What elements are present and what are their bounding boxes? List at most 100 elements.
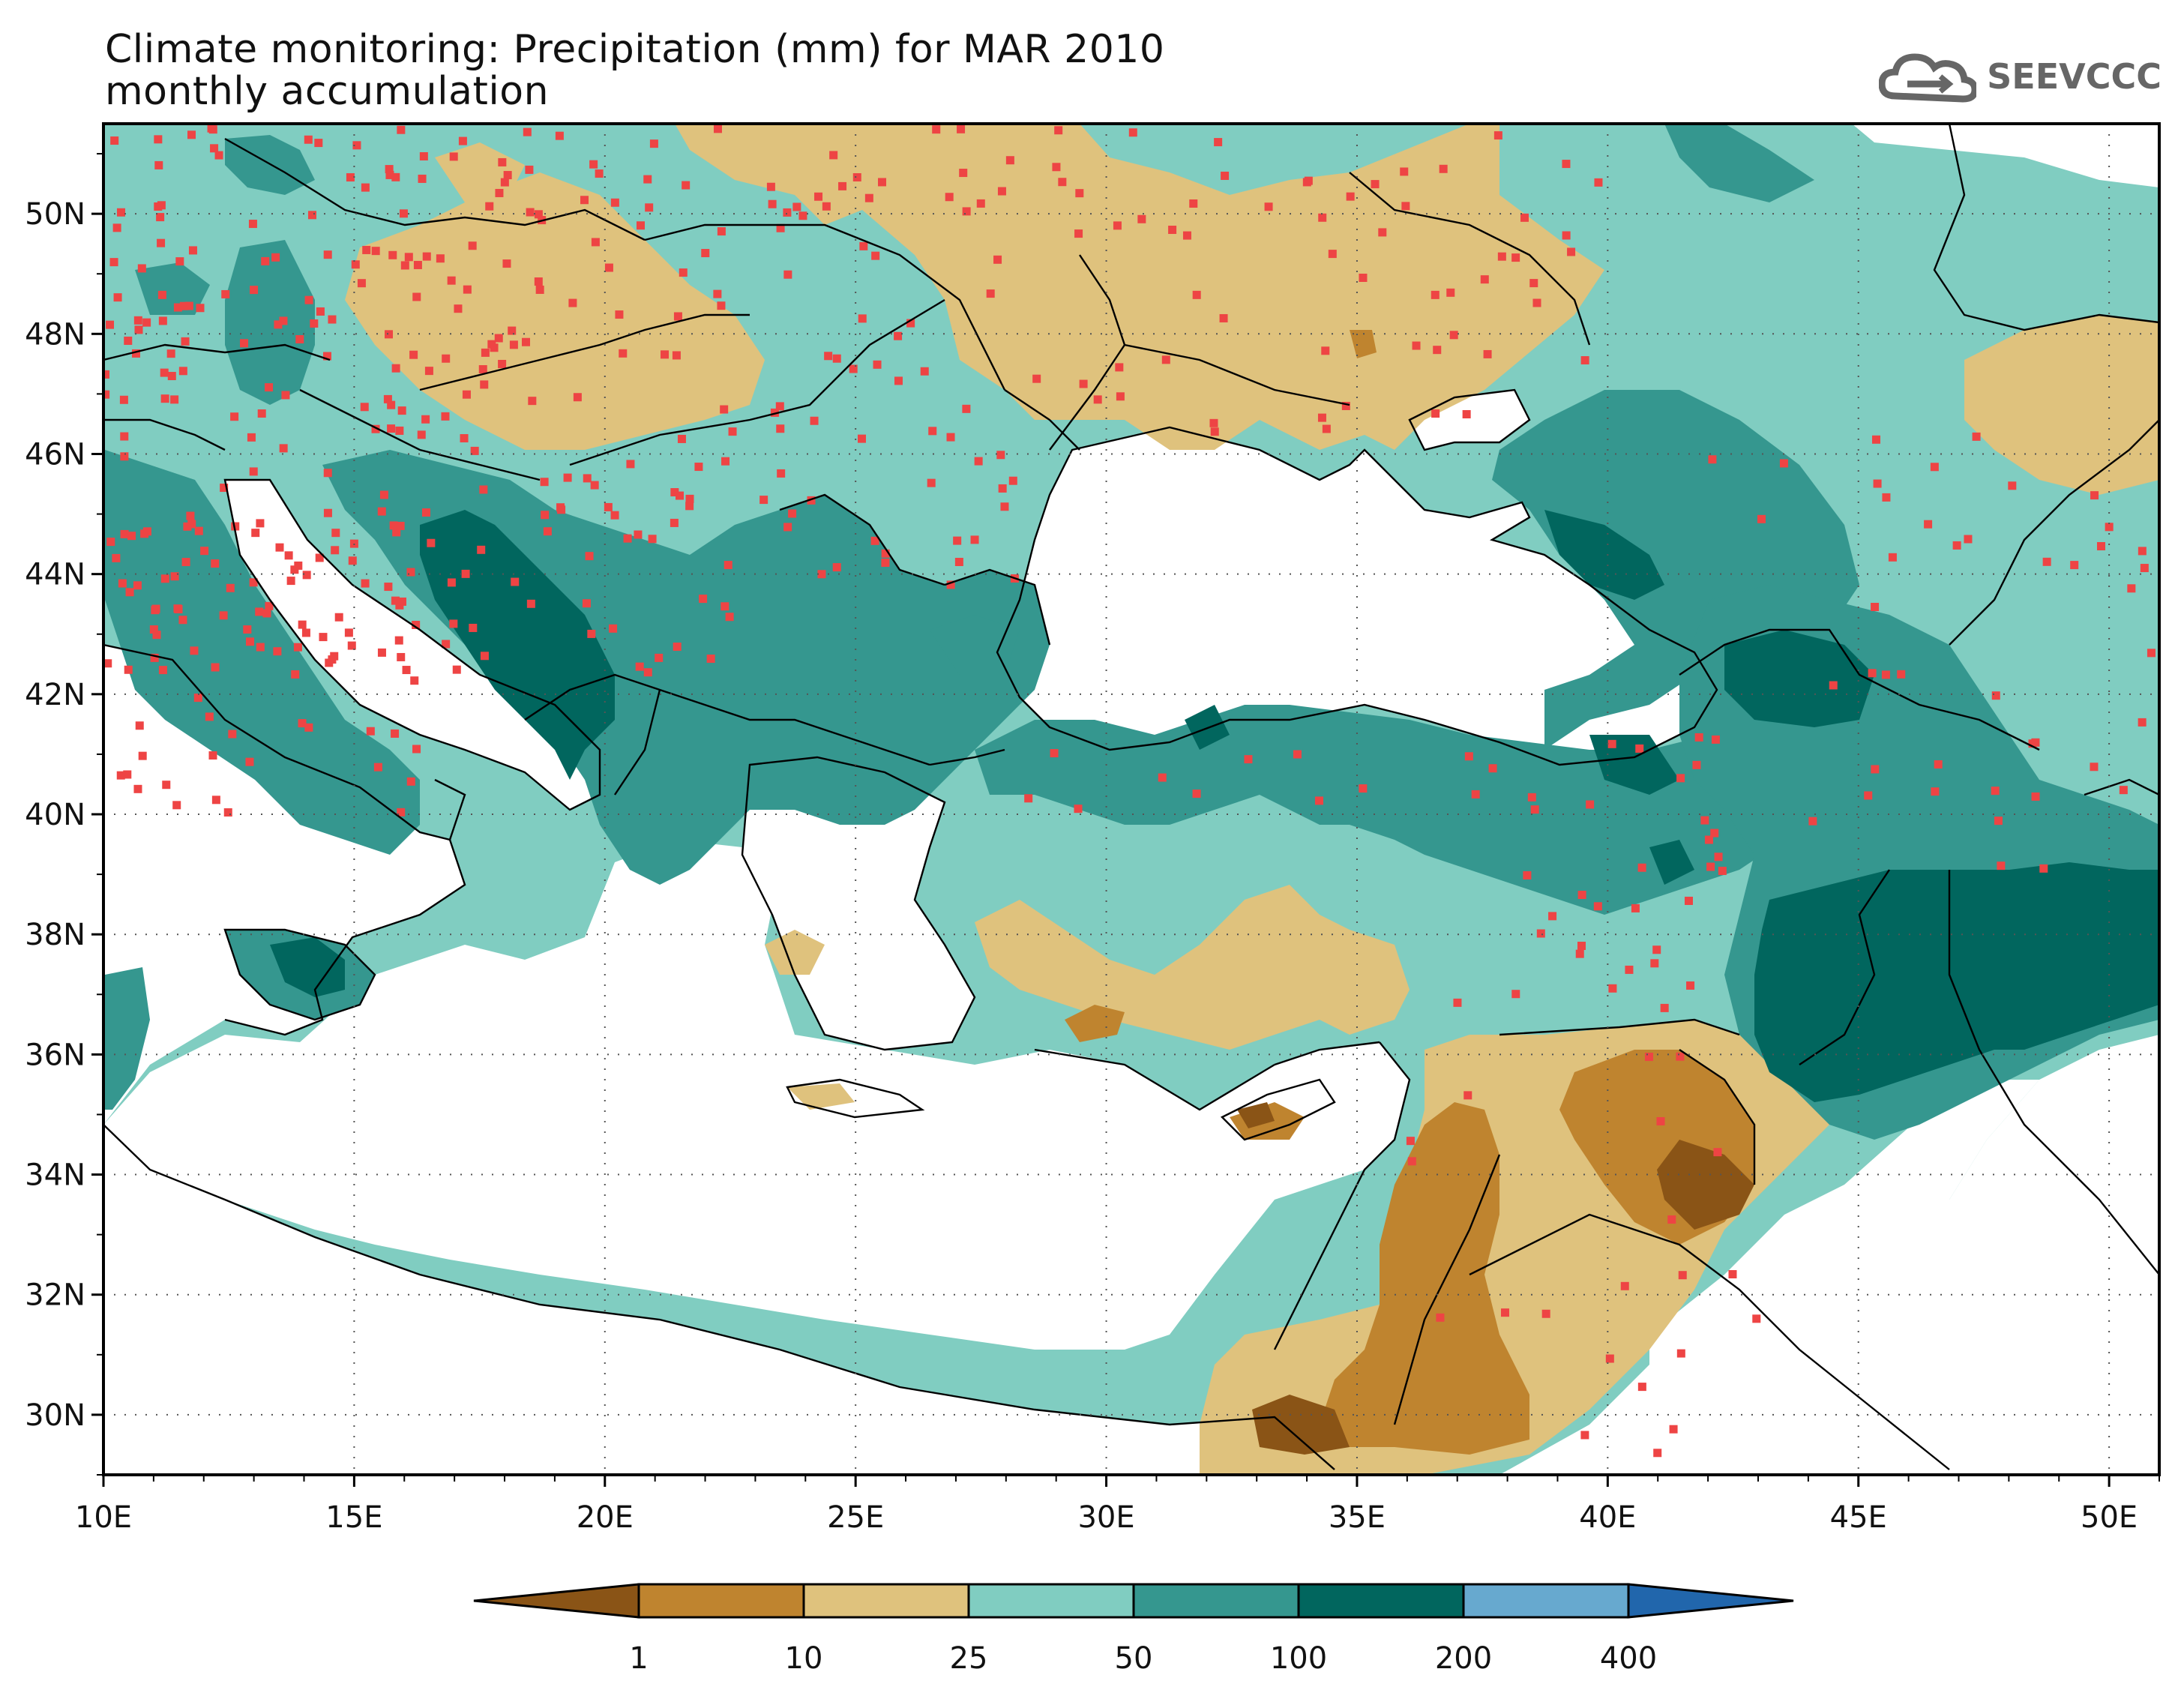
- sea-tyrrhenian: [103, 645, 465, 1125]
- station-marker: [701, 249, 710, 258]
- field-50-100-russia-south: [1492, 390, 1859, 750]
- station-marker: [2070, 561, 2079, 570]
- station-marker: [275, 543, 284, 552]
- tick-label-lat: 50N: [25, 197, 85, 232]
- station-marker: [133, 784, 142, 793]
- station-marker: [377, 507, 386, 516]
- station-marker: [460, 434, 469, 443]
- station-marker: [1871, 435, 1880, 444]
- station-marker: [2147, 649, 2156, 658]
- station-marker: [1449, 331, 1458, 340]
- station-marker: [2127, 584, 2136, 593]
- station-marker: [993, 255, 1002, 264]
- field-100-200-georgia: [1724, 630, 1874, 727]
- station-marker: [894, 331, 903, 340]
- station-marker: [798, 211, 807, 220]
- station-marker: [1562, 160, 1571, 169]
- station-marker: [768, 199, 777, 208]
- station-marker: [932, 125, 941, 134]
- station-marker: [361, 183, 370, 192]
- station-marker: [1401, 202, 1410, 211]
- station-marker: [1406, 1137, 1415, 1146]
- colorbar-segment: [1132, 1583, 1300, 1619]
- station-marker: [1032, 374, 1041, 383]
- station-marker: [371, 247, 380, 256]
- station-marker: [352, 141, 361, 150]
- station-marker: [725, 613, 734, 622]
- station-marker: [563, 473, 572, 482]
- station-marker: [379, 490, 388, 499]
- station-marker: [728, 427, 737, 436]
- station-marker: [957, 124, 966, 133]
- station-marker: [1991, 787, 2000, 796]
- station-marker: [1075, 189, 1084, 198]
- station-marker: [648, 535, 657, 544]
- station-marker: [1607, 739, 1616, 748]
- field-50-100-alps: [225, 240, 315, 405]
- station-marker: [315, 553, 324, 562]
- logo-text: SEEVCCC: [1987, 56, 2162, 97]
- field-1-10-jordan: [1320, 1102, 1529, 1455]
- station-marker: [1371, 180, 1380, 189]
- station-marker: [385, 165, 394, 174]
- tick-label-lon: 25E: [827, 1500, 884, 1535]
- station-marker: [1480, 275, 1489, 284]
- station-marker: [1412, 341, 1421, 350]
- station-marker: [214, 151, 223, 160]
- station-marker: [590, 481, 599, 490]
- station-marker: [256, 643, 265, 652]
- station-marker: [2140, 564, 2149, 573]
- station-marker: [775, 402, 784, 411]
- station-marker: [251, 529, 260, 538]
- station-marker: [150, 653, 159, 662]
- station-marker: [442, 640, 451, 649]
- station-marker: [447, 276, 456, 285]
- station-marker: [250, 286, 259, 295]
- station-marker: [1608, 984, 1617, 993]
- station-marker: [871, 251, 880, 260]
- station-marker: [481, 348, 490, 357]
- station-marker: [986, 289, 995, 298]
- station-marker: [412, 621, 421, 630]
- station-marker: [131, 349, 140, 358]
- station-marker: [417, 430, 426, 439]
- station-marker: [449, 152, 458, 161]
- station-marker: [1497, 252, 1506, 261]
- field-50-100-turkey-north: [975, 705, 1799, 915]
- field-1-10-ukraine-spot: [1350, 330, 1377, 358]
- station-marker: [154, 160, 163, 169]
- tick-label-lat: 34N: [25, 1158, 85, 1193]
- station-marker: [870, 536, 879, 545]
- colorbar-segment: [1297, 1583, 1465, 1619]
- station-marker: [776, 223, 785, 232]
- station-marker: [1209, 418, 1218, 427]
- coastlines-borders: [103, 124, 2159, 1470]
- station-marker: [385, 330, 394, 339]
- station-marker: [406, 568, 415, 577]
- station-marker: [360, 403, 369, 412]
- station-marker: [123, 770, 132, 779]
- station-marker: [1407, 1157, 1416, 1166]
- station-marker: [304, 295, 313, 304]
- station-marker: [502, 259, 511, 268]
- station-marker: [1991, 691, 2000, 700]
- station-marker: [156, 213, 165, 222]
- station-marker: [256, 519, 265, 528]
- station-marker: [373, 763, 382, 772]
- station-marker: [498, 359, 507, 368]
- station-marker: [211, 796, 220, 805]
- station-marker: [1779, 459, 1788, 468]
- seevccc-logo: SEEVCCC: [1879, 46, 2162, 106]
- station-marker: [347, 641, 356, 650]
- station-marker: [1221, 171, 1230, 180]
- station-marker: [157, 238, 166, 247]
- station-marker: [301, 628, 310, 637]
- station-marker: [157, 290, 166, 299]
- station-marker: [1341, 401, 1350, 410]
- station-marker: [568, 298, 577, 307]
- station-marker: [508, 326, 517, 335]
- station-marker: [160, 574, 169, 583]
- station-marker: [1653, 1449, 1662, 1458]
- station-marker: [673, 312, 682, 321]
- station-marker: [304, 723, 313, 732]
